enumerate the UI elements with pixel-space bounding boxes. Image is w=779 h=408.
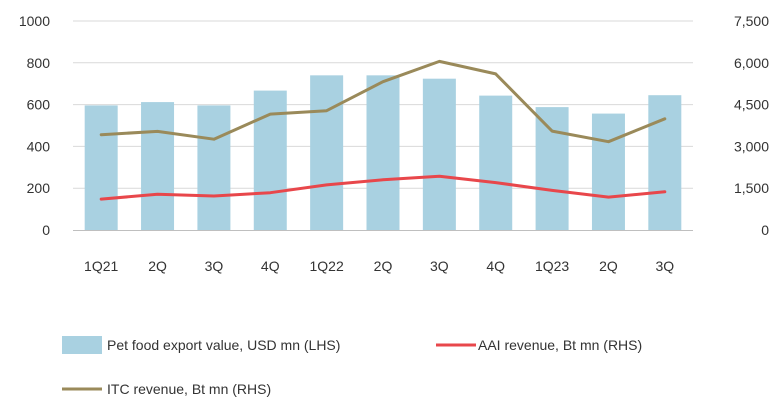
aai-revenue-line [99, 174, 667, 201]
x-tick-label: 2Q [599, 258, 618, 274]
y-right-tick-label: 4,500 [734, 97, 769, 113]
legend: Pet food export value, USD mn (LHS) AAI r… [62, 336, 642, 397]
bar [84, 105, 118, 230]
y-axis-right: 0 1,500 3,000 4,500 6,000 7,500 [734, 13, 769, 238]
itc-revenue-line [99, 59, 667, 144]
bar [310, 75, 344, 230]
x-tick-label: 2Q [148, 258, 167, 274]
x-tick-label: 4Q [486, 258, 505, 274]
y-left-tick-label: 400 [27, 138, 51, 154]
y-left-tick-label: 800 [27, 55, 51, 71]
legend-label-pet-food: Pet food export value, USD mn (LHS) [107, 337, 340, 353]
bar [141, 102, 175, 230]
legend-label-aai: AAI revenue, Bt mn (RHS) [478, 337, 642, 353]
bar [535, 107, 569, 230]
bar [591, 113, 625, 230]
bar-series [84, 75, 682, 231]
x-tick-label: 1Q22 [310, 258, 344, 274]
x-tick-label: 3Q [430, 258, 449, 274]
y-right-tick-label: 0 [761, 222, 769, 238]
legend-swatch-pet-food [62, 336, 102, 354]
y-left-tick-label: 1000 [19, 13, 50, 29]
line-series [99, 59, 667, 201]
bar [479, 95, 513, 230]
x-axis: 1Q21 2Q 3Q 4Q 1Q22 2Q 3Q 4Q 1Q23 2Q 3Q [84, 258, 674, 274]
y-right-tick-label: 7,500 [734, 13, 769, 29]
x-tick-label: 1Q23 [535, 258, 569, 274]
legend-label-itc: ITC revenue, Bt mn (RHS) [107, 381, 271, 397]
y-left-tick-label: 600 [27, 97, 51, 113]
bar [648, 95, 682, 230]
x-tick-label: 3Q [205, 258, 224, 274]
x-tick-label: 3Q [655, 258, 674, 274]
y-right-tick-label: 1,500 [734, 180, 769, 196]
bar [422, 78, 456, 231]
x-tick-label: 4Q [261, 258, 280, 274]
y-right-tick-label: 3,000 [734, 138, 769, 154]
y-axis-left: 0 200 400 600 800 1000 [19, 13, 50, 238]
y-right-tick-label: 6,000 [734, 55, 769, 71]
bar [253, 90, 287, 230]
bar [366, 75, 400, 230]
x-tick-label: 2Q [374, 258, 393, 274]
bar [197, 105, 231, 230]
y-left-tick-label: 200 [27, 180, 51, 196]
y-left-tick-label: 0 [42, 222, 50, 238]
x-tick-label: 1Q21 [84, 258, 118, 274]
